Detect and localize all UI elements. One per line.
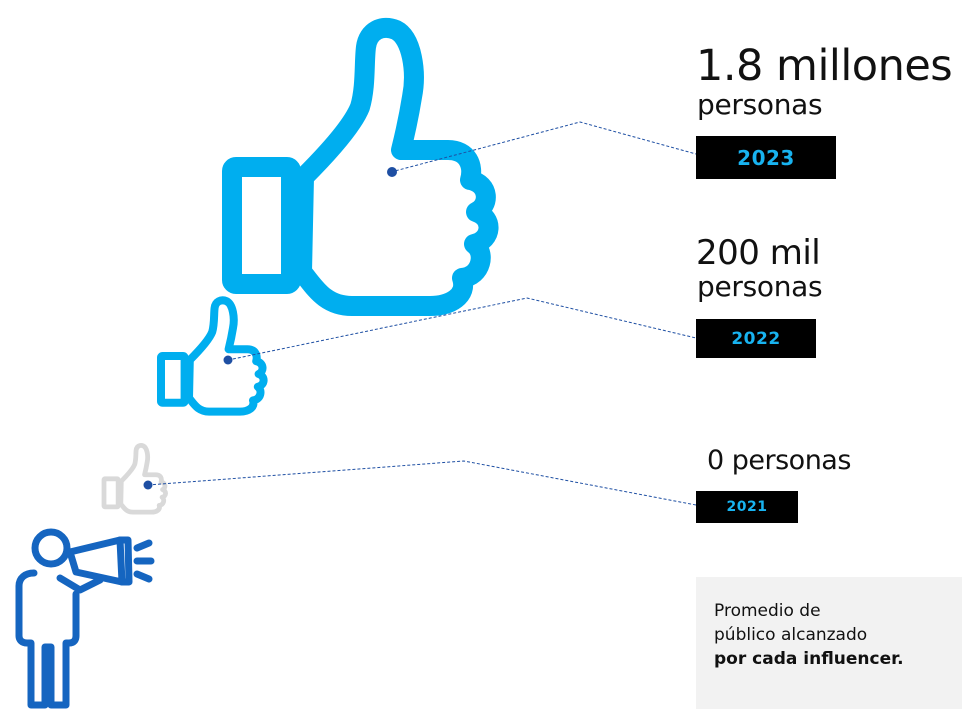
- anchor-dot: [143, 480, 153, 490]
- anchor-dot: [223, 355, 233, 365]
- person-megaphone-icon: [15, 528, 155, 709]
- stat-unit-2023: personas: [697, 88, 823, 121]
- note-line-2: público alcanzado: [714, 625, 868, 645]
- year-badge-2021: 2021: [696, 491, 798, 523]
- year-badge-2023: 2023: [696, 136, 836, 179]
- year-badge-2022: 2022: [696, 319, 816, 358]
- connector-2021: [147, 460, 697, 506]
- note-box: Promedio de público alcanzado por cada i…: [696, 577, 962, 709]
- stat-figure-2022: 200 mil: [696, 233, 821, 273]
- note-line-3: por cada influencer.: [714, 649, 904, 669]
- thumbs-up-icon: [104, 445, 166, 512]
- anchor-dot: [387, 167, 397, 177]
- note-line-1: Promedio de: [714, 601, 821, 621]
- connector-2022: [227, 297, 697, 361]
- thumbs-up-icon: [232, 28, 489, 306]
- stat-figure-2023: 1.8 millones: [696, 41, 953, 91]
- connector-2023: [390, 121, 697, 173]
- stat-unit-2022: personas: [697, 270, 823, 303]
- stat-figure-2021: 0 personas: [707, 445, 851, 476]
